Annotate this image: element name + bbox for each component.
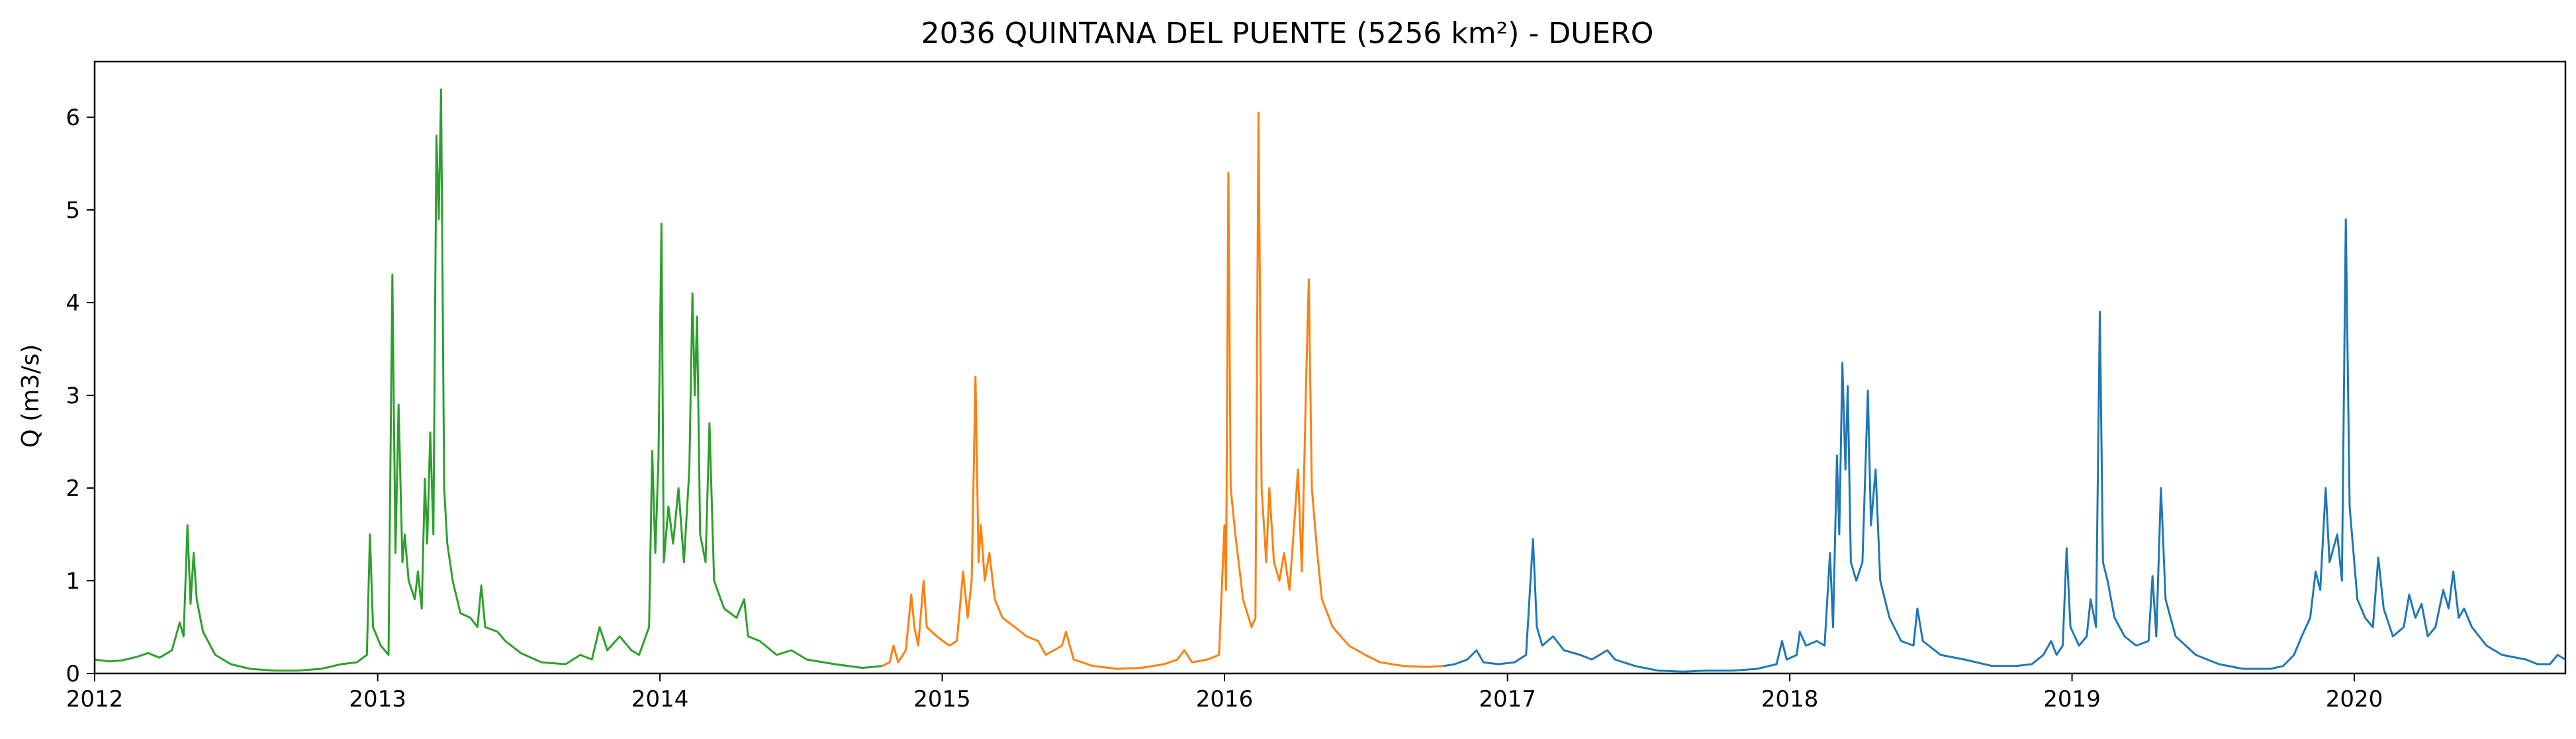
y-tick-label: 2 <box>66 475 80 502</box>
x-tick-label: 2018 <box>1761 686 1819 713</box>
y-tick-label: 3 <box>66 383 80 409</box>
y-tick-label: 5 <box>66 197 80 224</box>
series-line-1 <box>881 111 1444 670</box>
y-tick-label: 4 <box>66 290 80 317</box>
x-tick-label: 2015 <box>913 686 971 713</box>
plot-frame <box>93 60 2567 675</box>
x-tick-label: 2020 <box>2326 686 2383 713</box>
x-tick-label: 2012 <box>66 686 124 713</box>
chart-title: 2036 QUINTANA DEL PUENTE (5256 km²) - DU… <box>921 17 1654 50</box>
x-tick-label: 2017 <box>1479 686 1536 713</box>
y-tick-label: 6 <box>66 105 80 131</box>
y-tick-label: 0 <box>66 661 80 687</box>
x-tick-label: 2016 <box>1196 686 1254 713</box>
series-line-0 <box>94 88 882 672</box>
axis-ticks: 2012 2013 2014 2015 2016 2017 2018 2019 2020 0 1 2 3… <box>66 105 2383 713</box>
y-axis-label: Q (m3/s) <box>17 344 44 448</box>
series-line-2 <box>1443 218 2566 673</box>
y-tick-label: 1 <box>66 568 80 595</box>
x-tick-label: 2014 <box>631 686 689 713</box>
series-lines <box>94 88 2566 673</box>
x-tick-label: 2019 <box>2043 686 2101 713</box>
x-tick-label: 2013 <box>349 686 406 713</box>
